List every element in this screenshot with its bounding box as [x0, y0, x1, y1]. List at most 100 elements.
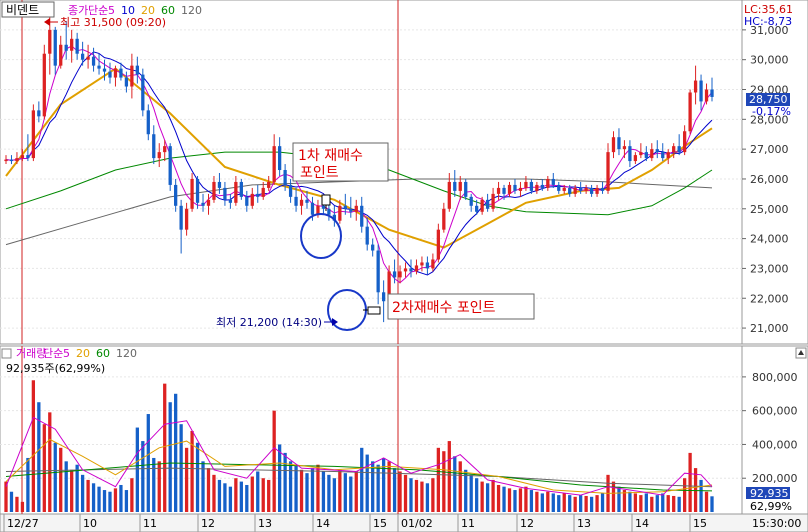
- time-label: 15:30:00: [752, 517, 801, 530]
- volume-bar: [288, 461, 293, 512]
- volume-bar: [195, 442, 200, 512]
- volume-bar: [485, 483, 490, 512]
- candle-body: [152, 134, 156, 159]
- candle-body: [272, 146, 276, 182]
- volume-bar: [278, 444, 282, 512]
- legend-item: 60: [96, 347, 110, 360]
- volume-bar: [332, 478, 337, 512]
- legend-item: 60: [161, 4, 175, 17]
- candle-body: [682, 131, 687, 153]
- volume-bar: [310, 468, 315, 512]
- volume-bar: [381, 457, 386, 512]
- volume-scroll-icon[interactable]: [795, 347, 807, 359]
- candle-body: [617, 137, 621, 150]
- candle-body: [108, 71, 112, 78]
- volume-bar: [551, 493, 555, 512]
- candlesticks: [4, 14, 714, 323]
- time-tick-label: 12: [520, 517, 534, 530]
- vol-ma5-line: [5, 416, 713, 496]
- candle-body: [688, 92, 692, 132]
- legend-item: 20: [76, 347, 90, 360]
- current-price-box: [746, 93, 790, 106]
- stock-name-box[interactable]: [1, 1, 55, 18]
- ma5-line: [5, 45, 713, 284]
- volume-bar: [212, 474, 216, 512]
- volume-bar: [644, 493, 648, 512]
- volume-bar: [562, 493, 566, 512]
- volume-bar: [387, 461, 391, 512]
- candle-body: [650, 149, 654, 159]
- volume-bar: [365, 454, 369, 512]
- current-price: 28,750: [749, 93, 788, 106]
- price-change: -0,17%: [752, 105, 791, 118]
- candle-body: [376, 250, 380, 293]
- volume-bar: [403, 474, 408, 512]
- volume-bar: [475, 478, 479, 512]
- candle-body: [425, 262, 430, 269]
- time-tick-label: 13: [577, 517, 591, 530]
- volume-bar: [20, 501, 25, 512]
- legend-item: 5: [63, 347, 70, 360]
- candle-body: [392, 271, 397, 278]
- candle-body: [655, 149, 659, 153]
- candle-body: [661, 152, 665, 159]
- volume-bar: [409, 478, 413, 512]
- volume-bar: [239, 481, 243, 512]
- volume-value: 92,935주(62,99%): [6, 362, 105, 375]
- candle-body: [146, 110, 150, 135]
- volume-collapse-button[interactable]: [1, 348, 12, 359]
- volume-bar: [376, 464, 380, 512]
- volume-bar: [371, 461, 375, 512]
- volume-bar: [80, 474, 85, 512]
- volume-bar: [414, 479, 419, 512]
- stock-name[interactable]: 비덴트: [6, 3, 39, 17]
- candle-body: [228, 199, 233, 203]
- candle-body: [496, 187, 501, 194]
- volume-bar: [535, 491, 539, 512]
- candle-body: [507, 184, 512, 194]
- price-tick-label: 30,000: [750, 54, 789, 67]
- lc-value: LC:35,61: [744, 3, 793, 16]
- volume-bar: [15, 496, 19, 512]
- candle-body: [190, 178, 194, 209]
- candle-body: [42, 53, 46, 117]
- volume-bar: [261, 478, 265, 512]
- candle-body: [174, 184, 178, 206]
- candle-body: [573, 187, 577, 194]
- current-volume: 92,935: [750, 487, 789, 500]
- candle-body: [365, 226, 369, 245]
- volume-bar: [97, 486, 101, 512]
- volume-bar: [464, 469, 468, 512]
- candle-body: [157, 152, 161, 159]
- point1-circle: [300, 213, 342, 259]
- volume-bar: [524, 486, 528, 512]
- candle-body: [53, 29, 57, 66]
- price-legend: 종가 단순 5 10 20 60 120: [68, 4, 202, 17]
- candle-body: [699, 80, 703, 102]
- volume-bar: [294, 464, 298, 512]
- candle-body: [283, 170, 287, 185]
- price-tick-label: 31,000: [750, 24, 789, 37]
- candle-body: [212, 181, 216, 200]
- point1-pointer-icon: [321, 194, 331, 211]
- volume-bar: [245, 484, 249, 512]
- price-tick-label: 23,000: [750, 262, 789, 275]
- volume-bar: [174, 393, 178, 512]
- volume-bar: [354, 471, 358, 512]
- volume-bar: [343, 473, 347, 512]
- time-tick-label: 12: [201, 517, 215, 530]
- volume-bar: [436, 447, 440, 512]
- point1-box: [292, 142, 389, 182]
- volume-bar: [579, 495, 583, 512]
- candle-body: [327, 208, 331, 215]
- vol-ma120-line: [5, 467, 713, 488]
- volume-bar: [507, 488, 512, 512]
- volume-bar: [42, 424, 46, 512]
- time-tick-label: 15: [693, 517, 707, 530]
- volume-bar: [201, 461, 205, 512]
- volume-bar: [617, 486, 621, 512]
- volume-bar: [184, 447, 189, 512]
- volume-bar: [639, 495, 643, 512]
- ma120-line: [5, 178, 713, 246]
- volume-bar: [655, 495, 659, 512]
